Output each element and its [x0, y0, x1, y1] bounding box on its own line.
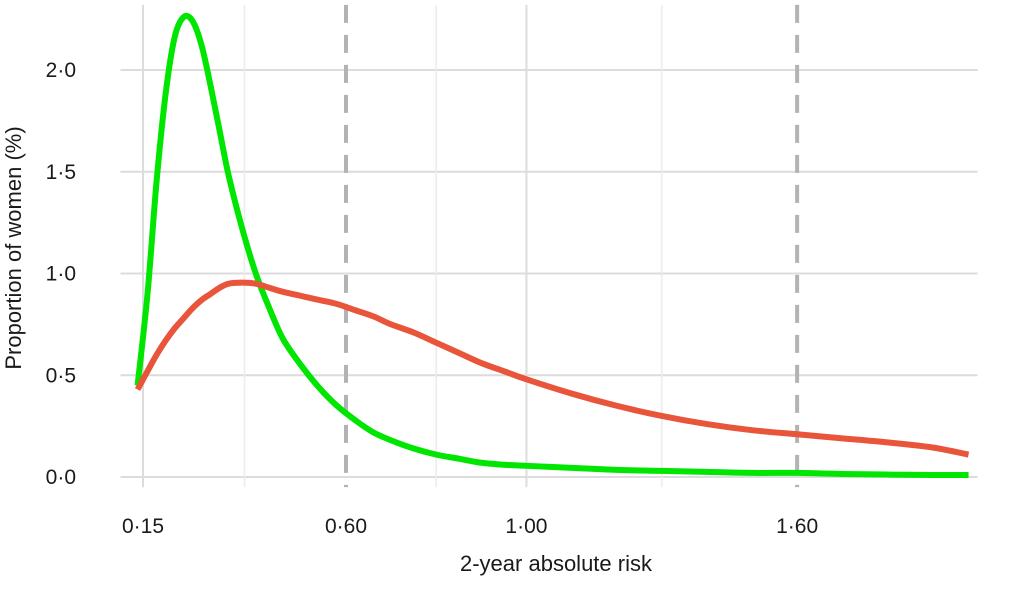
x-tick-labels: 0·15 0·60 1·00 1·60: [122, 515, 818, 538]
series-layer: [134, 12, 970, 478]
reference-lines: [344, 4, 800, 488]
x-axis-title: 2-year absolute risk: [460, 551, 653, 576]
y-tick-label-1: 0·5: [46, 364, 76, 387]
y-tick-labels: 0·0 0·5 1·0 1·5 2·0: [46, 59, 76, 489]
series-line-1: [134, 279, 970, 458]
x-tick-label-1: 0·60: [325, 515, 367, 538]
y-tick-label-2: 1·0: [46, 263, 76, 286]
series-line-0: [134, 12, 969, 478]
x-tick-label-0: 0·15: [122, 515, 164, 538]
x-tick-label-3: 1·60: [776, 515, 818, 538]
y-tick-label-0: 0·0: [46, 466, 76, 489]
y-tick-label-3: 1·5: [46, 161, 76, 184]
y-axis-title: Proportion of women (%): [1, 126, 26, 369]
grid-layer: [120, 4, 978, 488]
y-tick-label-4: 2·0: [46, 59, 76, 82]
x-tick-label-2: 1·00: [505, 515, 547, 538]
